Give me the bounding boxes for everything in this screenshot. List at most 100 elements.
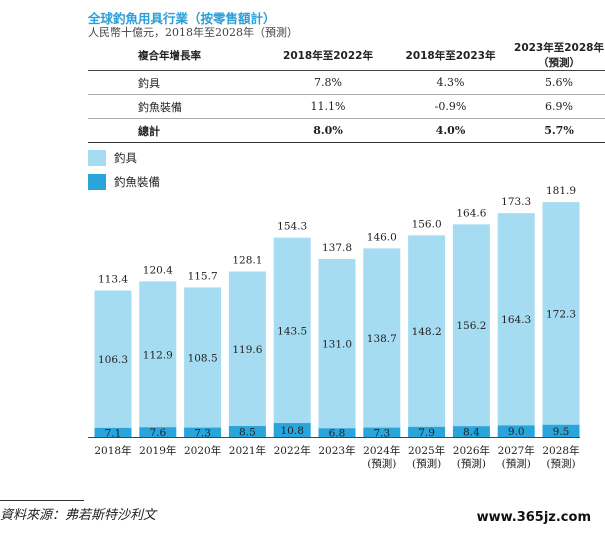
bar-segment-gear: [273, 423, 311, 437]
source-divider: [0, 500, 84, 501]
data-label-gear: 7.1: [105, 427, 122, 439]
data-label-gear: 7.9: [418, 427, 435, 439]
bar-segment-tackle: [542, 202, 580, 425]
legend-swatch: [88, 150, 106, 166]
bar-segment-tackle: [497, 213, 535, 426]
table-header-row: 複合年增長率 2018年至2022年 2018年至2023年 2023年至202…: [88, 40, 605, 71]
bar-segment-tackle: [94, 290, 132, 428]
bar-segment-tackle: [452, 224, 490, 427]
data-label-tackle: 112.9: [143, 349, 173, 361]
data-label-gear: 8.5: [239, 427, 256, 439]
bar-segment-tackle: [139, 281, 177, 428]
data-label-gear: 7.3: [373, 427, 390, 439]
table-total-row: 總計 8.0% 4.0% 5.7%: [88, 118, 605, 143]
source-note: 資料來源：弗若斯特沙利文: [0, 508, 157, 523]
watermark: www.365jz.com: [476, 510, 591, 525]
x-tick-label: 2026年: [453, 444, 490, 457]
bar-segment-tackle: [408, 235, 446, 427]
stacked-bar-chart: 7.1 106.3 113.4 2018年 7.6 112.9 120.4 2019年 7.3 1…: [88, 185, 580, 470]
bar-segment-gear: [139, 427, 177, 437]
table-cell: 釣魚裝備: [88, 94, 268, 119]
bar-segment-gear: [542, 424, 580, 437]
table-row: 釣魚裝備 11.1% -0.9% 6.9%: [88, 94, 605, 119]
table-cell: 6.9%: [513, 94, 605, 119]
data-label-total: 120.4: [143, 264, 173, 276]
x-tick-label: 2028年: [542, 444, 579, 457]
bar-segment-tackle: [273, 237, 311, 424]
data-label-total: 128.1: [232, 255, 262, 267]
x-tick-label: 2024年: [363, 444, 400, 457]
table-header-cell: 複合年增長率: [88, 40, 268, 71]
table-row: 釣具 7.8% 4.3% 5.6%: [88, 70, 605, 95]
x-tick-label: 2023年: [318, 444, 355, 457]
table-cell: -0.9%: [388, 94, 513, 119]
data-label-tackle: 172.3: [546, 308, 576, 320]
bar-segment-tackle: [184, 287, 222, 428]
bar-segment-gear: [408, 426, 446, 437]
x-tick-label: (預測): [502, 457, 531, 470]
data-label-tackle: 164.3: [501, 314, 531, 326]
chart-legend: 釣具 釣魚裝備: [88, 147, 160, 195]
data-label-tackle: 119.6: [232, 344, 262, 356]
bar-segment-tackle: [318, 258, 356, 429]
bar-segment-gear: [363, 427, 401, 437]
table-cell: 5.6%: [513, 70, 605, 95]
table-cell: 總計: [88, 118, 268, 143]
data-label-total: 115.7: [188, 270, 218, 282]
table-cell: 4.3%: [388, 70, 513, 95]
x-tick-label: 2022年: [274, 444, 311, 457]
table-cell: 11.1%: [268, 94, 388, 119]
bar-segment-gear: [94, 427, 132, 437]
data-label-gear: 9.0: [508, 426, 525, 438]
x-tick-label: (預測): [457, 457, 486, 470]
table-cell: 5.7%: [513, 118, 605, 143]
chart-subtitle: 人民幣十億元，2018年至2028年（預測）: [88, 26, 298, 39]
table-cell: 4.0%: [388, 118, 513, 143]
data-label-total: 173.3: [501, 196, 531, 208]
cagr-table: 複合年增長率 2018年至2022年 2018年至2023年 2023年至202…: [88, 40, 605, 143]
x-tick-label: 2021年: [229, 444, 266, 457]
table-header-cell: 2018年至2023年: [388, 40, 513, 71]
data-label-gear: 8.4: [463, 427, 480, 439]
table-cell: 釣具: [88, 70, 268, 95]
bar-segment-gear: [497, 425, 535, 437]
data-label-gear: 7.6: [149, 427, 166, 439]
x-tick-label: 2027年: [498, 444, 535, 457]
data-label-gear: 6.8: [329, 428, 346, 440]
data-label-tackle: 108.5: [188, 352, 218, 364]
x-tick-label: 2025年: [408, 444, 445, 457]
data-label-total: 154.3: [277, 221, 307, 233]
data-label-gear: 9.5: [553, 426, 570, 438]
bar-segment-gear: [318, 428, 356, 437]
data-label-total: 146.0: [367, 231, 397, 243]
table-cell: 8.0%: [268, 118, 388, 143]
bar-segment-tackle: [363, 248, 401, 428]
data-label-total: 113.4: [98, 273, 128, 285]
data-label-tackle: 138.7: [367, 333, 397, 345]
legend-item-tackle: 釣具: [88, 147, 160, 169]
data-label-gear: 7.3: [194, 427, 211, 439]
data-label-tackle: 148.2: [412, 326, 442, 338]
table-header-cell: 2023年至2028年（預測）: [513, 40, 605, 71]
x-tick-label: 2019年: [139, 444, 176, 457]
x-tick-label: (預測): [412, 457, 441, 470]
data-label-total: 156.0: [412, 218, 442, 230]
legend-swatch: [88, 174, 106, 190]
data-label-tackle: 143.5: [277, 325, 307, 337]
bar-segment-tackle: [228, 271, 266, 427]
data-label-total: 137.8: [322, 242, 352, 254]
x-tick-label: (預測): [546, 457, 575, 470]
legend-item-gear: 釣魚裝備: [88, 171, 160, 193]
legend-label: 釣魚裝備: [114, 175, 160, 189]
chart-title: 全球釣魚用具行業（按零售額計）: [88, 11, 276, 26]
x-tick-label: (預測): [367, 457, 396, 470]
data-label-total: 181.9: [546, 185, 576, 197]
x-tick-label: 2018年: [94, 444, 131, 457]
data-label-total: 164.6: [456, 207, 486, 219]
bar-segment-gear: [184, 427, 222, 437]
x-tick-label: 2020年: [184, 444, 221, 457]
data-label-tackle: 156.2: [456, 320, 486, 332]
bar-segment-gear: [452, 426, 490, 437]
legend-label: 釣具: [114, 151, 137, 165]
table-header-cell: 2018年至2022年: [268, 40, 388, 71]
